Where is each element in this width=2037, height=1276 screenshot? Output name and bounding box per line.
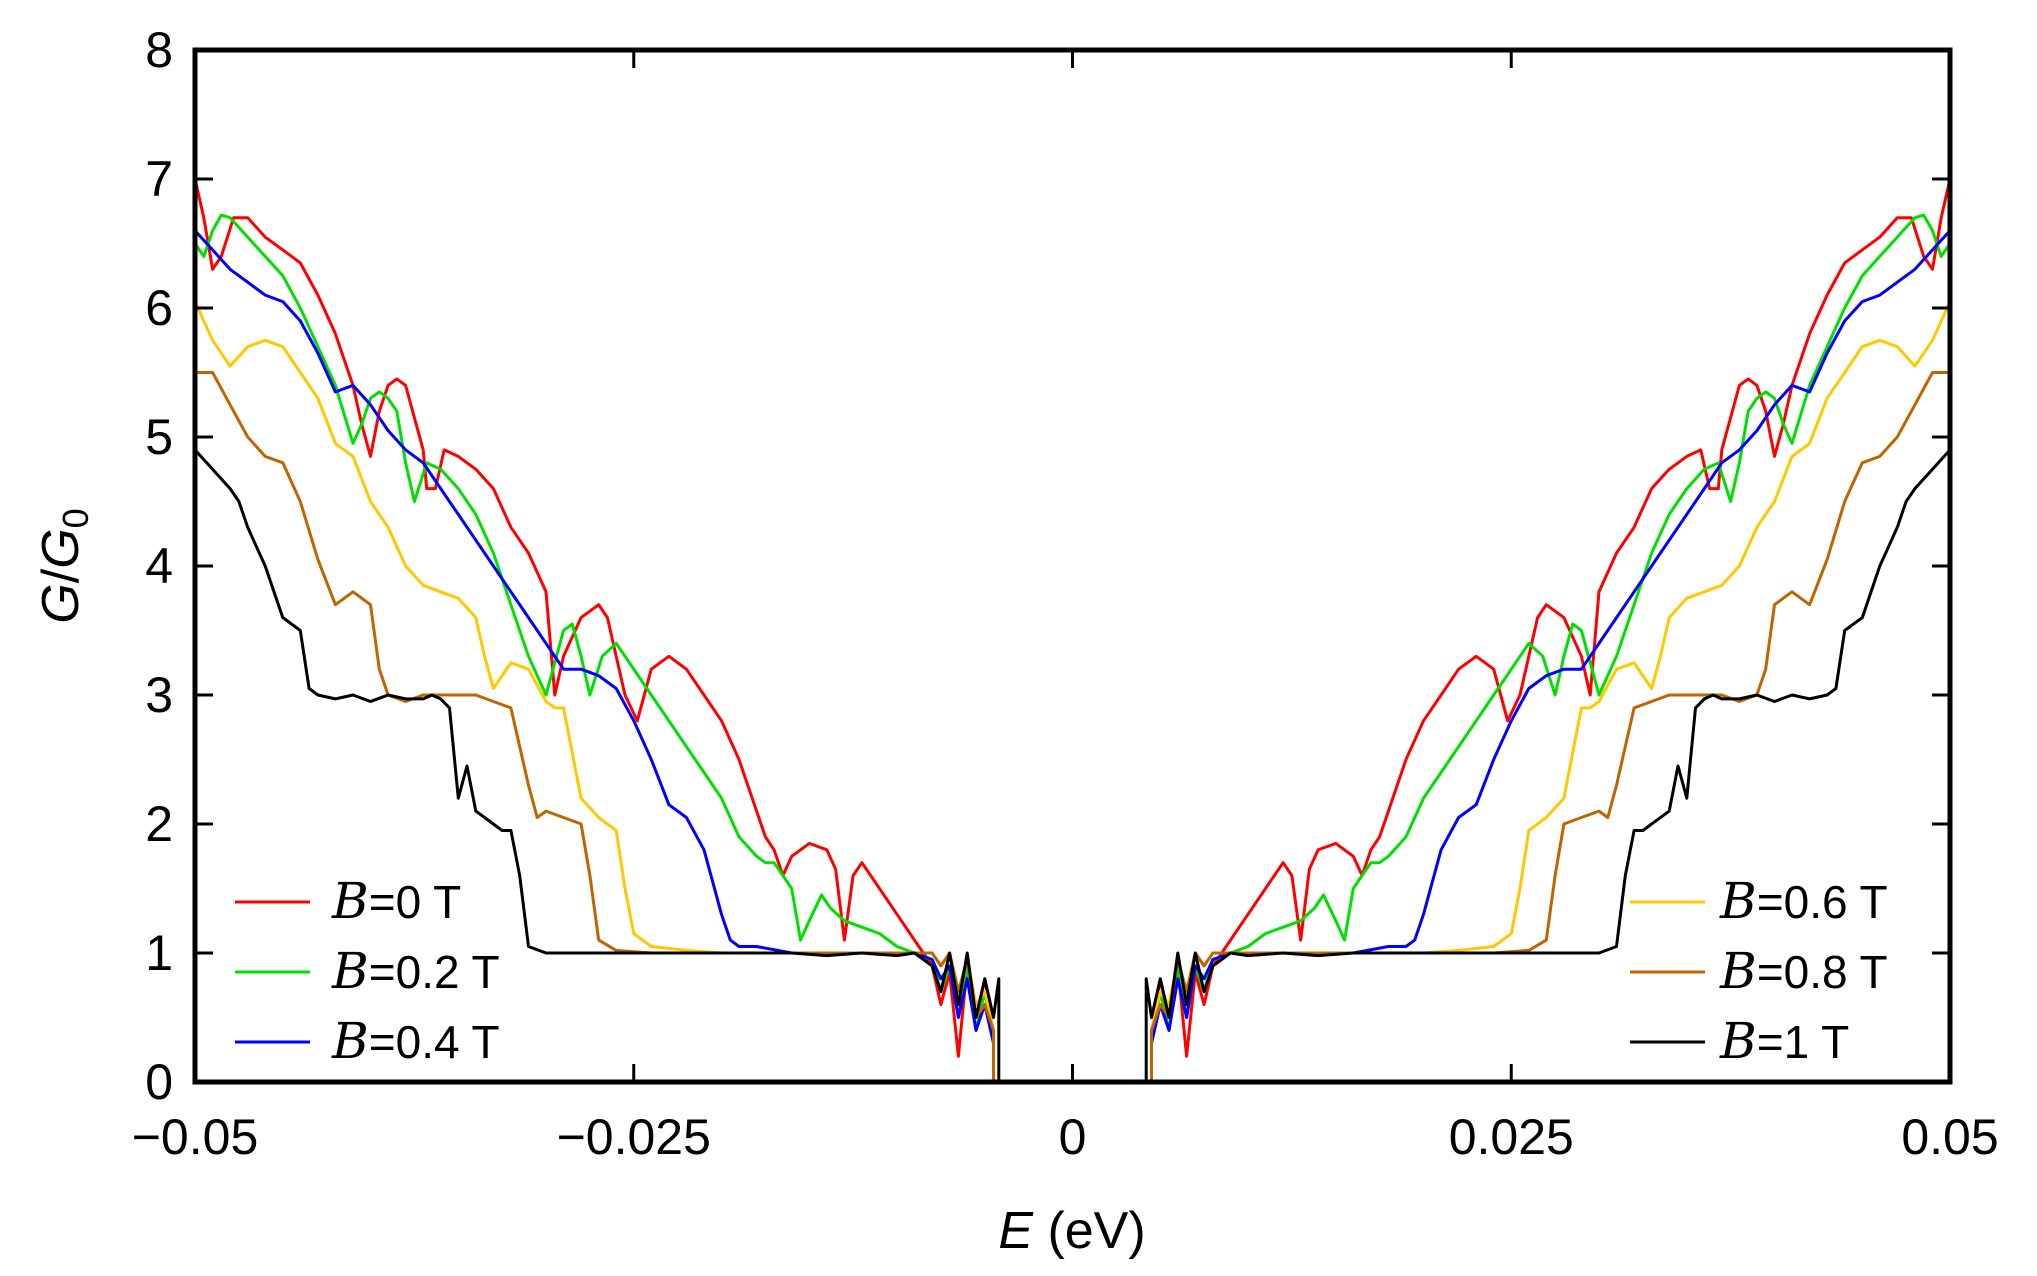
legend-entry-5: B=1 T — [1630, 1012, 1849, 1070]
series-line-5-positive — [1144, 448, 1952, 1082]
y-tick-label-1: 1 — [145, 925, 173, 981]
y-tick-label-8: 8 — [145, 22, 173, 78]
series-line-5-negative — [193, 448, 1001, 1082]
y-tick-label-0: 0 — [145, 1054, 173, 1110]
legend-label-4: B=0.8 T — [1719, 942, 1888, 1000]
x-tick-label-3: 0.025 — [1449, 1109, 1574, 1165]
x-tick-label-0: −0.05 — [132, 1109, 259, 1165]
legend-label-1: B=0.2 T — [331, 942, 500, 1000]
legend-label-0: B=0 T — [331, 872, 461, 930]
legend-label-2: B=0.4 T — [331, 1012, 500, 1070]
y-tick-label-5: 5 — [145, 409, 173, 465]
x-tick-label-2: 0 — [1059, 1109, 1087, 1165]
y-tick-label-7: 7 — [145, 151, 173, 207]
ticks-layer: −0.05 −0.025 0 0.025 0.05 0 1 2 3 4 5 6 7 8 — [132, 22, 1999, 1165]
legend-entry-2: B=0.4 T — [235, 1012, 500, 1070]
series-line-2-negative — [193, 229, 995, 1082]
series-line-4-positive — [1150, 371, 1950, 1082]
y-tick-label-4: 4 — [145, 538, 173, 594]
y-tick-label-3: 3 — [145, 667, 173, 723]
series-line-0-negative — [193, 178, 995, 1082]
legend-entry-0: B=0 T — [235, 872, 461, 930]
legend-left: B=0 T B=0.2 T B=0.4 T — [235, 872, 500, 1070]
legend-label-3: B=0.6 T — [1719, 872, 1888, 930]
legend-entry-4: B=0.8 T — [1630, 942, 1888, 1000]
x-tick-label-4: 0.05 — [1901, 1109, 1998, 1165]
x-axis-title: E (eV) — [998, 1202, 1145, 1260]
legend-label-5: B=1 T — [1719, 1012, 1849, 1070]
y-axis-title: G/G0 — [32, 508, 96, 623]
series-layer — [193, 178, 1952, 1082]
y-tick-label-2: 2 — [145, 796, 173, 852]
legend-right: B=0.6 T B=0.8 T B=1 T — [1630, 872, 1888, 1070]
series-line-0-positive — [1150, 178, 1952, 1082]
y-tick-label-6: 6 — [145, 280, 173, 336]
series-line-2-positive — [1150, 229, 1952, 1082]
legend-entry-1: B=0.2 T — [235, 942, 500, 1000]
series-line-4-negative — [195, 371, 995, 1082]
x-tick-label-1: −0.025 — [557, 1109, 711, 1165]
legend-entry-3: B=0.6 T — [1630, 872, 1888, 930]
